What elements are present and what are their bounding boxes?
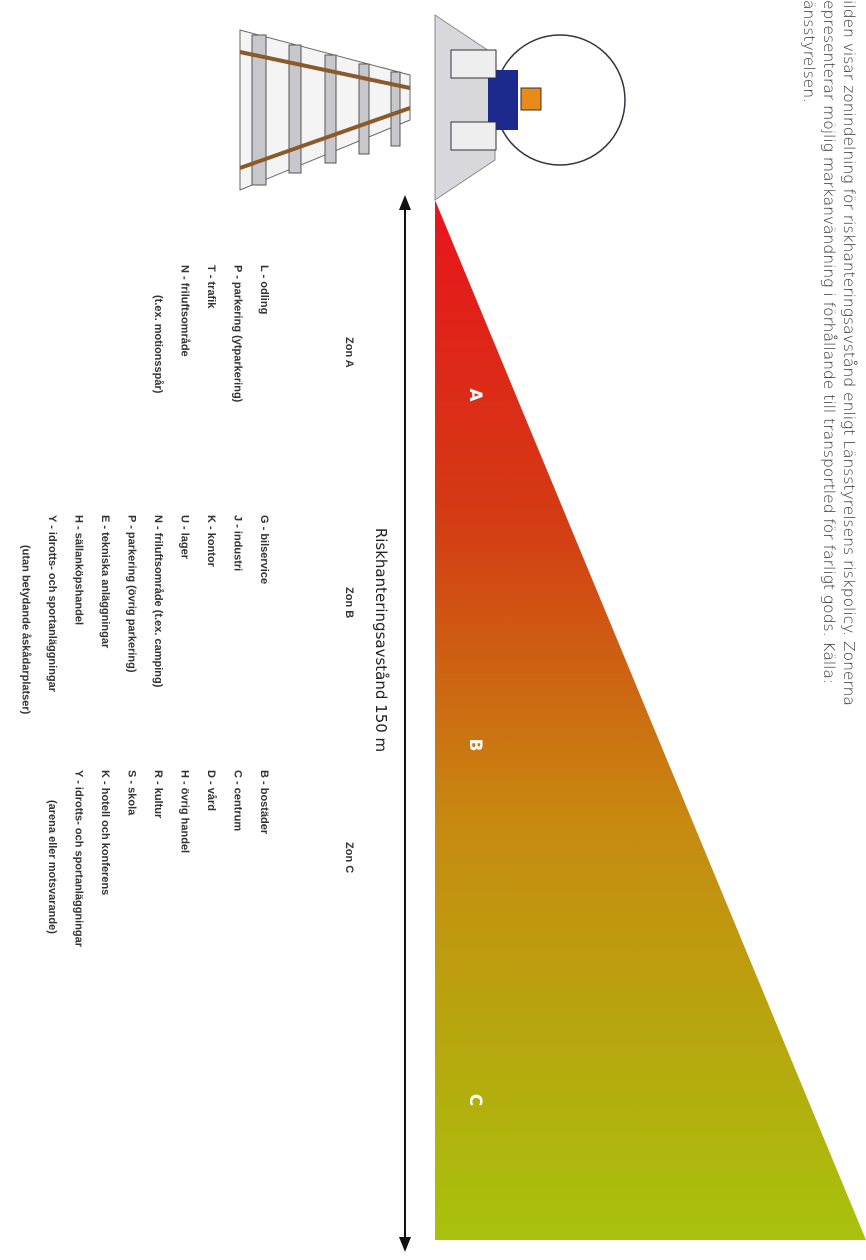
vehicle-box [520,87,542,111]
risk-triangle [435,200,866,1240]
zone-item: L - odling [258,265,270,314]
zone-title: Zon A [343,337,355,368]
zone-item: (t.ex. motionsspår) [152,295,164,394]
zone-item: K - hotell och konferens [99,770,111,895]
zone-item: U - lager [179,515,191,560]
rail [239,106,411,170]
zone-item: (utan betydande åskådarplatser) [20,545,32,715]
zone-item: E - tekniska anläggningar [99,515,111,649]
caption-line: ilden visar zonindelning för riskhanteri… [840,0,858,706]
caption-line: änsstyrelsen. [800,0,818,103]
arrow-head [399,195,411,210]
zone-item: N - friluftsområde (t.ex. camping) [152,515,164,688]
zone-title: Zon C [343,842,355,873]
zone-item: G - bilservice [258,515,270,584]
zone-item: N - friluftsområde [179,265,191,357]
vehicle-part [450,121,497,151]
zone-item: K - kontor [205,515,217,568]
zone-item: S - skola [126,770,138,816]
distance-label: Riskhanteringsavstånd 150 m [372,528,390,752]
rail [239,50,411,90]
zone-item: J - industri [232,515,244,571]
zone-item: H - övrig handel [179,770,191,853]
arrow-head [399,1237,411,1252]
vehicle-platform [434,14,496,201]
vehicle-base [488,70,518,130]
zone-item: (arena eller motsvarande) [46,800,58,934]
zone-item: H - sällanköpshandel [73,515,85,625]
zone-item: T - trafik [205,265,217,309]
caption-line: epresenterar möjlig markanvändning i för… [820,0,838,684]
zone-item: R - kultur [152,770,164,819]
zone-item: Y - idrotts- och sportanläggningar [73,770,85,948]
zone-item: B - bostäder [258,770,270,835]
zone-item: P - parkering (övrig parkering) [126,515,138,673]
zone-letter: A [465,388,485,402]
zone-letter: B [465,739,485,752]
zone-title: Zon B [343,587,355,618]
zone-letter: C [465,1094,485,1106]
zone-item: C - centrum [232,770,244,831]
zone-item: P - parkering (ytparkering) [232,265,244,403]
vehicle-part [450,49,497,79]
zone-item: Y - idrotts- och sportanläggningar [46,515,58,693]
zone-item: D - vård [205,770,217,811]
